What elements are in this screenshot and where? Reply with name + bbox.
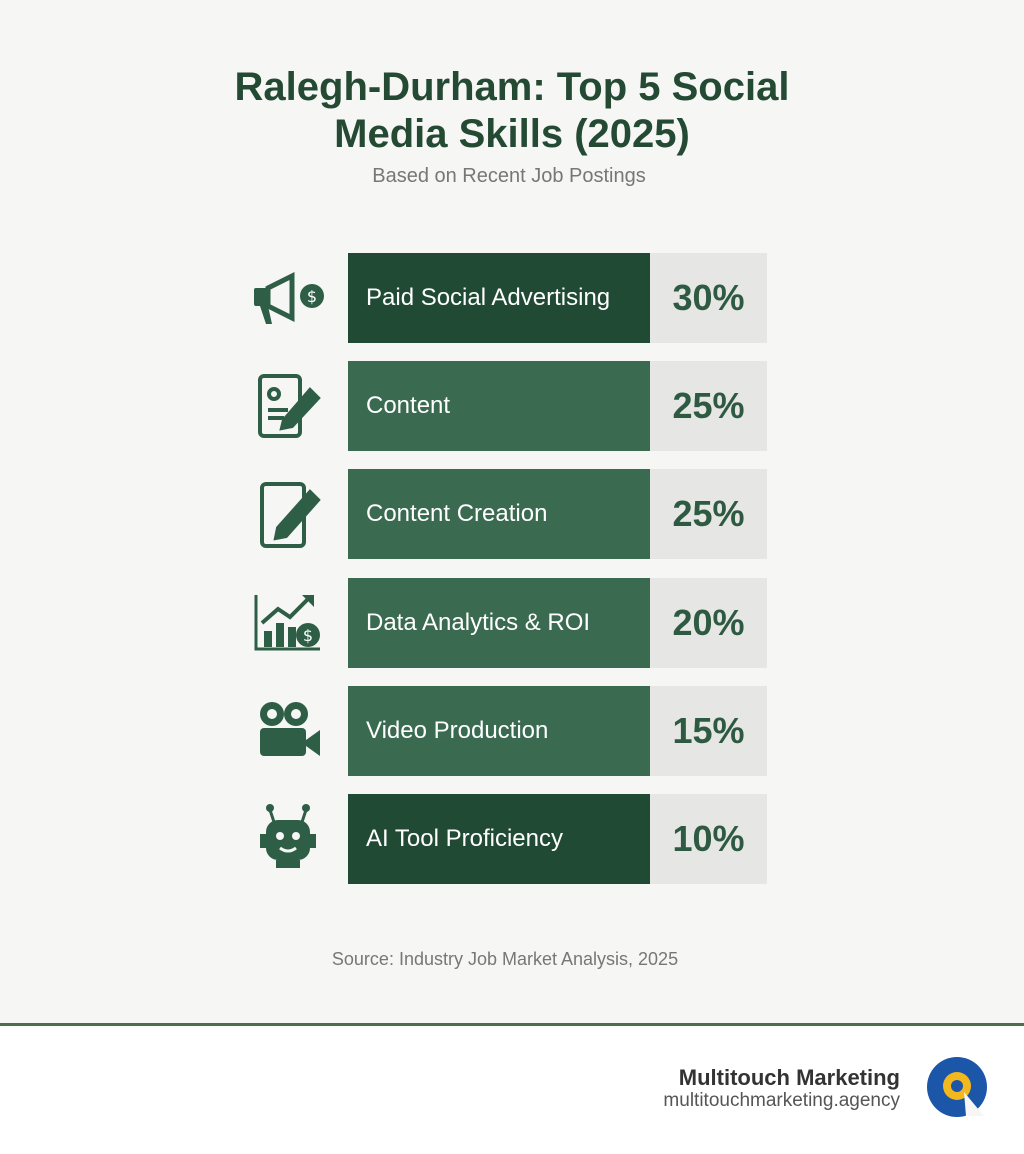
icon-megaphone: $ [254,271,324,324]
footer [0,1026,1024,1154]
subtitle: Based on Recent Job Postings [372,165,646,187]
skill-label: Content Creation [348,469,650,560]
source: Source: Industry Job Market Analysis, 20… [331,949,679,969]
icon-video-camera [260,702,320,756]
skill-percent: 15% [650,685,767,776]
brand-url: multitouchmarketing.agency [663,1090,900,1111]
skill-percent: 25% [650,361,767,452]
skill-percent: 10% [650,794,767,884]
skill-percent: 20% [650,577,767,668]
skill-label: Content [348,361,650,452]
icon-tablet-pen [260,482,321,548]
title: Ralegh-Durham: Top 5 Social Media Skills… [234,65,790,156]
skill-percent: 25% [650,469,767,560]
skill-label: Data Analytics & ROI [348,577,650,668]
divider [0,1023,1024,1026]
icon-robot [260,804,316,868]
skill-label: AI Tool Proficiency [348,794,650,884]
svg-text:$: $ [307,287,317,306]
icon-profile-edit [258,374,321,438]
brand-logo [927,1057,987,1117]
skill-percent: 30% [650,253,767,343]
brand-name: Multitouch Marketing [678,1065,900,1090]
skill-label: Paid Social Advertising [348,253,650,343]
skill-label: Video Production [348,685,650,776]
icon-analytics: $ [254,595,320,651]
svg-text:$: $ [303,626,313,645]
